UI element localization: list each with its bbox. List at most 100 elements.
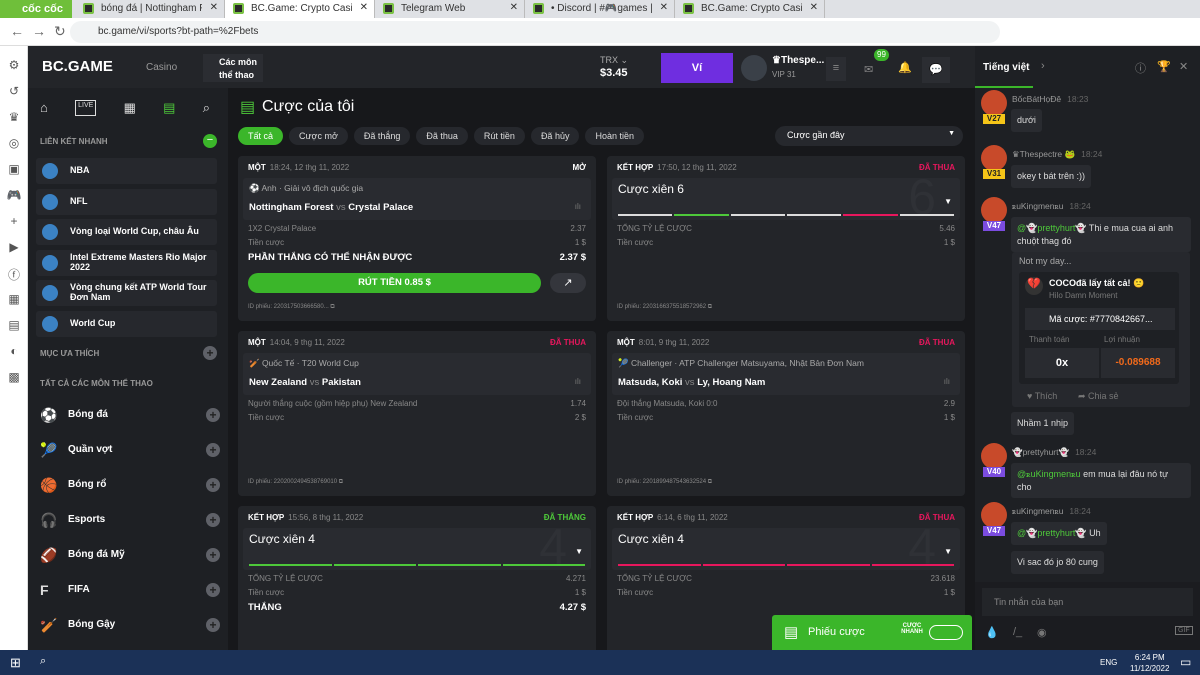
chat-language[interactable]: Tiếng việt (983, 62, 1030, 73)
copy-icon[interactable]: ⧉ (707, 304, 713, 310)
add-icon[interactable]: + (206, 408, 220, 422)
bet-event[interactable]: ⚽ Anh · Giải vô địch quốc gia Nottingham … (243, 178, 591, 220)
add-icon[interactable]: + (206, 583, 220, 597)
browser-sidebar-icon[interactable]: ▦ (8, 292, 20, 306)
search-icon[interactable]: ⌕ (202, 100, 210, 115)
chat-username[interactable]: ♛Thespectre 🐸 18:24 (1012, 149, 1103, 159)
copy-icon[interactable]: ⧉ (707, 479, 713, 485)
betslip-bar[interactable]: ▤ Phiếu cược CƯỢC NHANH (772, 615, 972, 650)
bet-card[interactable]: MỘT 8:01, 9 thg 11, 2022 ĐÃ THUA 🎾 Challe… (607, 331, 965, 496)
close-tab-icon[interactable]: ✕ (509, 2, 518, 13)
browser-sidebar-icon[interactable]: ♛ (8, 110, 20, 124)
add-favorite-button[interactable]: + (203, 346, 217, 360)
bet-id-link[interactable]: Mã cược: #7770842667... (1025, 308, 1175, 330)
browser-tab[interactable]: BC.Game: Crypto Casino Gam ✕ (225, 0, 375, 18)
avatar[interactable] (981, 197, 1007, 223)
browser-sidebar-icon[interactable]: ◎ (8, 136, 20, 150)
browser-sidebar-icon[interactable]: ↺ (8, 84, 20, 98)
avatar[interactable] (981, 90, 1007, 116)
expand-icon[interactable]: ▼ (575, 547, 583, 556)
url-input[interactable]: bc.game/vi/sports?bt-path=%2Fbets (70, 21, 1000, 43)
browser-sidebar-icon[interactable]: + (10, 214, 18, 228)
bet-event[interactable]: 6 Cược xiên 6 ▼ (612, 172, 960, 222)
add-icon[interactable]: + (206, 443, 220, 457)
quick-link[interactable]: Intel Extreme Masters Rio Major 2022 (36, 249, 217, 276)
avatar[interactable] (981, 145, 1007, 171)
bet-event[interactable]: 4 Cược xiên 4 ▼ (243, 522, 591, 572)
rain-icon[interactable]: 💧 (985, 627, 999, 639)
info-icon[interactable]: ⓘ (1135, 63, 1146, 75)
close-tab-icon[interactable]: ✕ (359, 2, 368, 13)
avatar[interactable] (981, 443, 1007, 469)
bet-event[interactable]: 🏏 Quốc Tế · T20 World Cup New Zealand vs … (243, 353, 591, 395)
expand-icon[interactable]: ▼ (944, 197, 952, 206)
share-arrow-icon[interactable]: ↗ (550, 273, 586, 293)
mail-icon[interactable]: ✉ (864, 64, 874, 76)
browser-sidebar-icon[interactable]: ▩ (8, 370, 20, 384)
mention[interactable]: @👻prettyhurt👻 (1017, 528, 1087, 538)
reload-icon[interactable]: ↻ (54, 23, 66, 39)
filter-tab[interactable]: Đã hủy (530, 127, 580, 145)
notifications-icon[interactable]: ▭ (1180, 655, 1192, 669)
menu-icon[interactable]: ≡ (826, 57, 846, 81)
add-icon[interactable]: + (206, 618, 220, 632)
browser-tab[interactable]: BC.Game: Crypto Casino Gam ✕ (675, 0, 825, 18)
bet-event[interactable]: 🎾 Challenger · ATP Challenger Matsuyama,… (612, 353, 960, 395)
mention[interactable]: @👻prettyhurt👻 (1017, 223, 1087, 233)
browser-sidebar-icon[interactable]: ▶ (9, 240, 19, 254)
browser-sidebar-icon[interactable]: 🎮 (6, 188, 22, 202)
browser-sidebar-icon[interactable]: ⚙ (8, 58, 20, 72)
gif-icon[interactable]: GIF (1175, 626, 1193, 635)
browser-sidebar-icon[interactable]: ⓕ (7, 268, 20, 282)
sort-dropdown[interactable]: Cược gần đây ▼ (775, 126, 963, 146)
filter-tab[interactable]: Cược mở (289, 127, 348, 145)
quick-link[interactable]: World Cup (36, 310, 217, 337)
copy-icon[interactable]: ⧉ (330, 304, 335, 310)
bets-icon[interactable]: ▤ (163, 100, 176, 115)
chat-toggle-icon[interactable]: 💬 (922, 57, 950, 83)
command-icon[interactable]: /_ (1013, 626, 1023, 638)
add-icon[interactable]: + (206, 548, 220, 562)
share-button[interactable]: ➦ Chia sẻ (1078, 391, 1119, 401)
stats-icon[interactable]: ılı (574, 202, 581, 211)
chat-input[interactable]: Tin nhắn của bạn (982, 588, 1193, 616)
username[interactable]: ♛Thespe... (772, 55, 825, 66)
search-icon[interactable]: ⌕ (40, 655, 47, 667)
avatar[interactable] (741, 55, 767, 81)
sport-item[interactable]: 🏈 Bóng đá Mỹ + (40, 546, 220, 566)
close-tab-icon[interactable]: ✕ (659, 2, 668, 13)
quick-link[interactable]: Vòng loại World Cup, châu Âu (36, 219, 217, 245)
bell-icon[interactable]: 🔔 (898, 62, 912, 74)
filter-tab[interactable]: Đã thắng (353, 127, 411, 145)
sport-item[interactable]: 🎧 Esports + (40, 511, 220, 531)
sport-item[interactable]: 🏏 Bóng Gậy + (40, 616, 220, 636)
filter-tab[interactable]: Hoàn tiền (585, 127, 644, 145)
collapse-button[interactable]: − (203, 134, 217, 148)
live-icon[interactable]: LIVE (75, 100, 97, 116)
stats-icon[interactable]: ılı (574, 377, 581, 386)
coin-icon[interactable]: ◉ (1037, 627, 1047, 639)
quick-bet-toggle[interactable] (929, 625, 963, 640)
expand-icon[interactable]: ▼ (944, 547, 952, 556)
close-tab-icon[interactable]: ✕ (809, 2, 818, 13)
home-icon[interactable]: ⌂ (40, 100, 48, 115)
chat-username[interactable]: ꭱuKingmenꭱu 18:24 (1012, 201, 1091, 211)
windows-start-icon[interactable]: ⊞ (10, 655, 21, 670)
copy-icon[interactable]: ⧉ (338, 479, 344, 485)
browser-sidebar-icon[interactable]: ▤ (8, 318, 20, 332)
mention[interactable]: @ꭱuKingmenꭱu (1017, 469, 1081, 479)
currency-selector[interactable]: TRX ⌄ $3.45 (600, 55, 629, 79)
bet-card[interactable]: MỘT 18:24, 12 thg 11, 2022 MỞ ⚽ Anh · Giả… (238, 156, 596, 321)
sport-item[interactable]: ⚽ Bóng đá + (40, 406, 220, 426)
browser-tab[interactable]: Telegram Web ✕ (375, 0, 525, 18)
browser-sidebar-icon[interactable]: ▣ (8, 162, 20, 176)
sport-item[interactable]: 🏀 Bóng rổ + (40, 476, 220, 496)
like-button[interactable]: ♥ Thích (1027, 391, 1058, 401)
bc-game-logo[interactable]: BC.GAME (42, 58, 113, 75)
clock[interactable]: 6:24 PM 11/12/2022 (1130, 652, 1169, 674)
browser-sidebar-icon[interactable]: ◐ (10, 344, 18, 358)
chat-username[interactable]: ꭱuKingmenꭱu 18:24 (1012, 506, 1091, 516)
sport-item[interactable]: 🎾 Quần vợt + (40, 441, 220, 461)
shared-bet-card[interactable]: Not my day... 💔 COCOđã lấy tất cả! 🙁 Hil… (1012, 252, 1190, 407)
close-icon[interactable]: ✕ (1179, 61, 1189, 73)
